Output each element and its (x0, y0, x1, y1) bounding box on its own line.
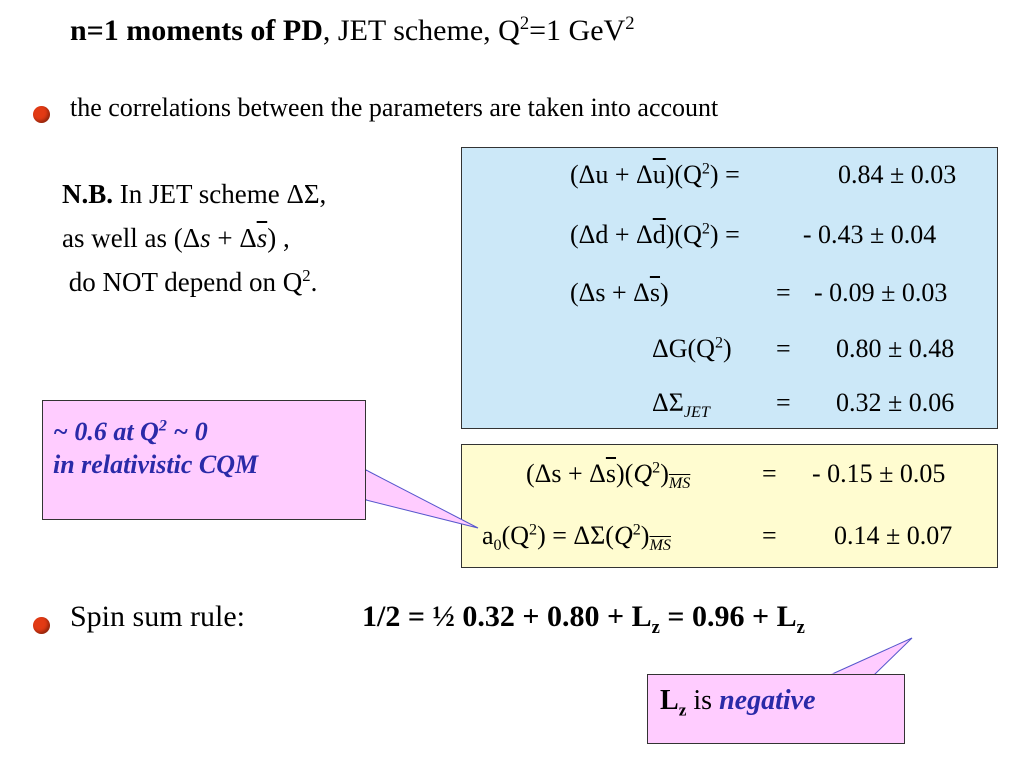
equation-u: (Δu + Δu)(Q2) = 0.84 ± 0.03 (570, 160, 957, 189)
slide-title: n=1 moments of PD, JET scheme, Q2=1 GeV2 (70, 13, 635, 47)
equation-sigma-jet: ΔΣJET = 0.32 ± 0.06 (652, 388, 955, 422)
msbar-results-box: (Δs + Δs)(Q2)MS = - 0.15 ± 0.05 a0(Q2) =… (461, 444, 998, 568)
bullet-icon (33, 106, 50, 123)
equation-a0: a0(Q2) = ΔΣ(Q2)MS = 0.14 ± 0.07 (482, 521, 953, 555)
equation-s-msbar: (Δs + Δs)(Q2)MS = - 0.15 ± 0.05 (526, 459, 946, 493)
nb-note: N.B. In JET scheme ΔΣ, as well as (Δs + … (62, 179, 327, 297)
cqm-callout: ~ 0.6 at Q2 ~ 0 in relativistic CQM (42, 400, 366, 520)
jet-results-box: (Δu + Δu)(Q2) = 0.84 ± 0.03 (Δd + Δd)(Q2… (461, 147, 998, 429)
equation-d: (Δd + Δd)(Q2) = - 0.43 ± 0.04 (570, 220, 937, 249)
title-bold: n=1 moments of PD (70, 14, 323, 47)
equation-s: (Δs + Δs) = - 0.09 ± 0.03 (570, 278, 948, 307)
spin-sum-equation: 1/2 = ½ 0.32 + 0.80 + Lz = 0.96 + Lz (362, 600, 805, 638)
equation-gluon: ΔG(Q2) = 0.80 ± 0.48 (652, 334, 955, 363)
spin-sum-label: Spin sum rule: (70, 600, 246, 633)
lz-callout: Lz is negative (647, 674, 905, 744)
correlations-note: the correlations between the parameters … (70, 93, 719, 122)
bullet-icon (33, 617, 50, 634)
